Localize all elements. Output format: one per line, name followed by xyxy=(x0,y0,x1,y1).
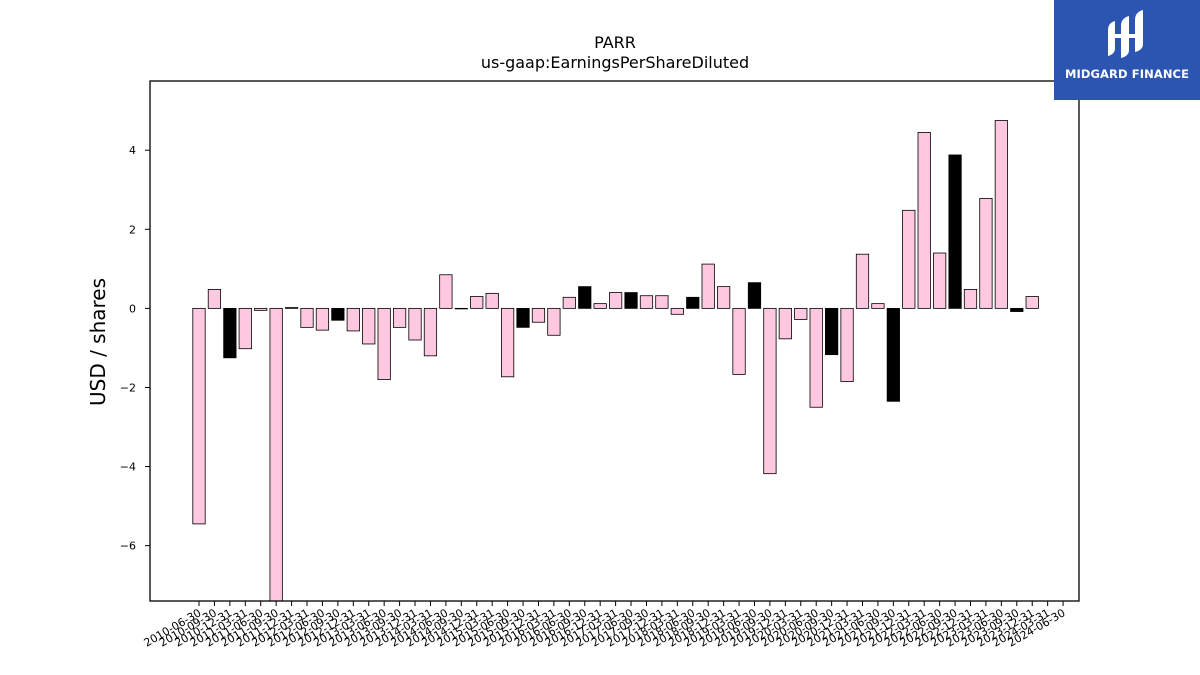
bar-2015-03-31 xyxy=(485,292,499,309)
y-ticks-group: −6 −4 −2 0 2 4 xyxy=(120,144,150,553)
bar-2012-03-31 xyxy=(300,307,314,328)
bar-2018-12-31 xyxy=(717,286,731,309)
bar-2020-12-31 xyxy=(840,307,854,382)
bar-2014-12-31 xyxy=(470,296,484,309)
bar-2013-06-30 xyxy=(377,307,391,380)
chart-subtitle: us-gaap:EarningsPerShareDiluted xyxy=(481,53,749,72)
bar-2017-09-30 xyxy=(639,295,654,309)
bar-2012-09-30 xyxy=(331,307,345,321)
bar-2015-12-31 xyxy=(531,307,546,323)
bar-2022-12-31 xyxy=(963,288,978,309)
bar-2023-09-30 xyxy=(1010,307,1024,312)
x-ticks-group: 2010-06-302010-09-302010-12-312011-03-31… xyxy=(142,601,1068,650)
plot-frame xyxy=(149,80,1080,602)
bar-2011-03-31 xyxy=(238,307,252,350)
bar-2022-09-30 xyxy=(948,154,962,309)
bars-group xyxy=(192,120,1039,602)
bar-2021-09-30 xyxy=(886,307,900,402)
bar-2019-03-31 xyxy=(732,307,746,375)
bar-2011-12-31 xyxy=(284,307,299,309)
bar-2019-06-30 xyxy=(747,282,762,309)
y-tick-label: 2 xyxy=(129,223,136,236)
bar-2016-03-31 xyxy=(547,307,561,336)
logo-text: MIDGARD FINANCE xyxy=(1064,67,1190,81)
y-tick-label: −2 xyxy=(120,381,136,394)
bar-2019-12-31 xyxy=(778,307,792,340)
bar-2022-03-31 xyxy=(917,132,931,309)
bar-2016-12-31 xyxy=(593,303,607,309)
bar-2015-09-30 xyxy=(516,307,530,328)
bar-2013-12-31 xyxy=(408,307,422,341)
bar-2017-12-31 xyxy=(655,295,669,309)
bar-2017-03-31 xyxy=(609,292,623,309)
y-tick-label: 0 xyxy=(129,302,136,315)
bar-2023-06-30 xyxy=(994,120,1008,309)
bar-2020-09-30 xyxy=(825,307,839,356)
bar-2021-12-31 xyxy=(902,209,916,309)
y-tick-label: −4 xyxy=(120,461,136,474)
y-tick-label: −6 xyxy=(120,540,136,553)
bar-2014-03-31 xyxy=(423,307,438,357)
bar-2011-06-30 xyxy=(254,307,268,311)
bar-2023-03-31 xyxy=(979,198,993,309)
chart-title: PARR xyxy=(594,33,636,52)
logo-mark-icon xyxy=(1108,10,1143,58)
bar-2010-12-31 xyxy=(223,307,237,359)
bar-2020-03-31 xyxy=(794,307,808,320)
midgard-finance-logo: MIDGARD FINANCE xyxy=(1054,0,1200,100)
bar-2010-06-30 xyxy=(192,307,206,525)
bar-2012-12-31 xyxy=(346,307,360,332)
bar-2011-09-30 xyxy=(269,307,283,602)
bar-2010-09-30 xyxy=(207,288,222,309)
bar-2016-09-30 xyxy=(578,286,592,309)
bar-2013-09-30 xyxy=(392,307,407,328)
bar-2013-03-31 xyxy=(362,307,376,345)
y-axis-label: USD / shares xyxy=(86,278,110,406)
bar-2019-09-30 xyxy=(763,307,777,475)
bar-2017-06-30 xyxy=(624,292,638,309)
bar-2015-06-30 xyxy=(500,307,515,378)
bar-2018-09-30 xyxy=(701,263,715,309)
bar-2018-06-30 xyxy=(686,296,700,309)
bar-2021-03-31 xyxy=(855,253,870,309)
bar-2022-06-30 xyxy=(933,252,947,309)
bar-2016-06-30 xyxy=(562,296,576,309)
bar-2012-06-30 xyxy=(315,307,330,331)
bar-2023-12-31 xyxy=(1025,296,1039,309)
y-tick-label: 4 xyxy=(129,144,136,157)
bar-2020-06-30 xyxy=(809,307,823,408)
bar-2021-06-30 xyxy=(871,303,885,309)
bar-2018-03-31 xyxy=(670,307,684,315)
bar-2014-06-30 xyxy=(439,274,453,309)
bar-2014-09-30 xyxy=(454,307,468,310)
